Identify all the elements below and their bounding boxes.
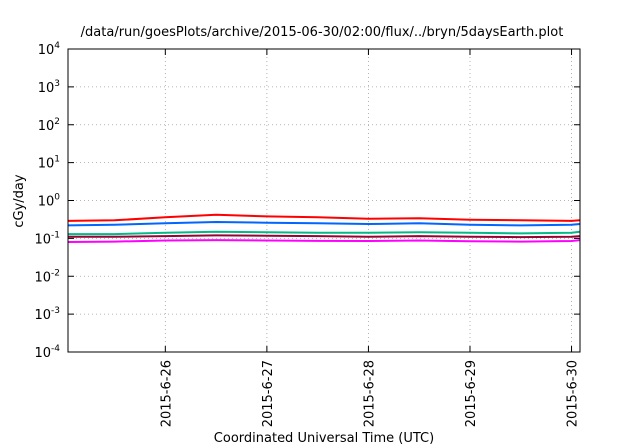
- y-tick-label: 10-4: [34, 344, 60, 361]
- y-tick-label: 10-3: [34, 306, 60, 323]
- series-line-1: [67, 213, 581, 222]
- series-line-5: [67, 239, 581, 243]
- x-tick-label: 2015-6-26: [159, 360, 174, 427]
- series-line-2: [67, 221, 581, 227]
- y-tick-label: 10-1: [34, 230, 60, 247]
- series-line-3: [68, 230, 581, 236]
- grid: [68, 49, 580, 352]
- x-tick-label: 2015-6-29: [464, 360, 479, 427]
- y-axis: 10-4 10-3 10-2 10-1 100 101 102 103 104: [34, 41, 580, 361]
- x-tick-label: 2015-6-28: [362, 360, 377, 427]
- y-axis-label: cGy/day: [12, 174, 27, 228]
- y-tick-label: 103: [38, 79, 60, 96]
- x-axis: 2015-6-26 2015-6-27 2015-6-28 2015-6-29 2015…: [159, 49, 581, 427]
- series-line-4: [68, 234, 581, 239]
- y-tick-label: 104: [38, 41, 61, 58]
- y-tick-label: 102: [38, 117, 60, 134]
- y-tick-label: 101: [38, 155, 60, 172]
- x-tick-label: 2015-6-30: [566, 360, 581, 427]
- y-tick-label: 100: [38, 193, 61, 210]
- y-tick-label: 10-2: [34, 268, 60, 285]
- series-layer: [67, 213, 581, 243]
- x-axis-label: Coordinated Universal Time (UTC): [214, 431, 434, 446]
- x-tick-label: 2015-6-27: [261, 360, 276, 427]
- chart-title: /data/run/goesPlots/archive/2015-06-30/0…: [81, 25, 564, 40]
